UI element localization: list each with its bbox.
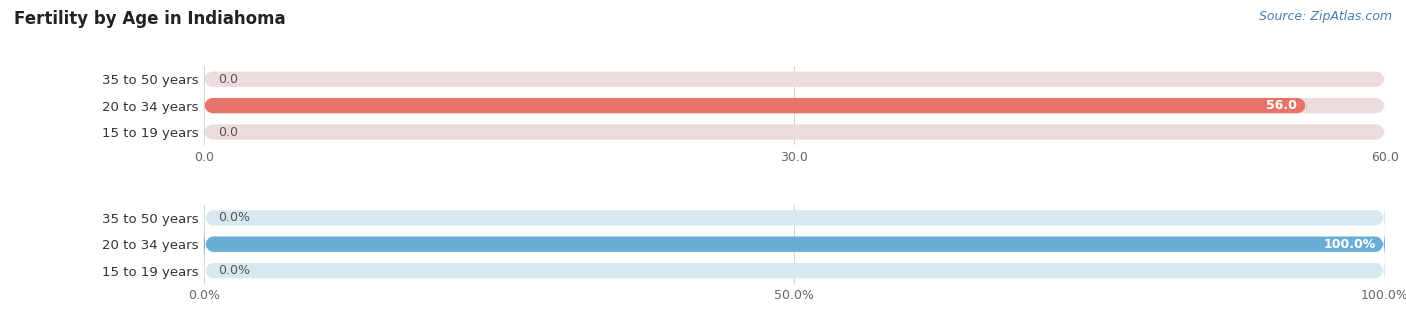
FancyBboxPatch shape [204, 257, 1385, 284]
Text: 0.0%: 0.0% [218, 211, 250, 224]
Text: 56.0: 56.0 [1265, 99, 1296, 112]
FancyBboxPatch shape [204, 204, 1385, 231]
Text: Fertility by Age in Indiahoma: Fertility by Age in Indiahoma [14, 10, 285, 28]
FancyBboxPatch shape [204, 98, 1306, 113]
FancyBboxPatch shape [204, 98, 1385, 113]
FancyBboxPatch shape [204, 124, 1385, 140]
Text: 100.0%: 100.0% [1323, 238, 1375, 251]
Text: 0.0: 0.0 [218, 125, 238, 139]
FancyBboxPatch shape [204, 231, 1385, 258]
FancyBboxPatch shape [204, 231, 1385, 258]
Text: Source: ZipAtlas.com: Source: ZipAtlas.com [1258, 10, 1392, 23]
Text: 0.0: 0.0 [218, 73, 238, 86]
FancyBboxPatch shape [204, 72, 1385, 87]
Text: 0.0%: 0.0% [218, 264, 250, 277]
